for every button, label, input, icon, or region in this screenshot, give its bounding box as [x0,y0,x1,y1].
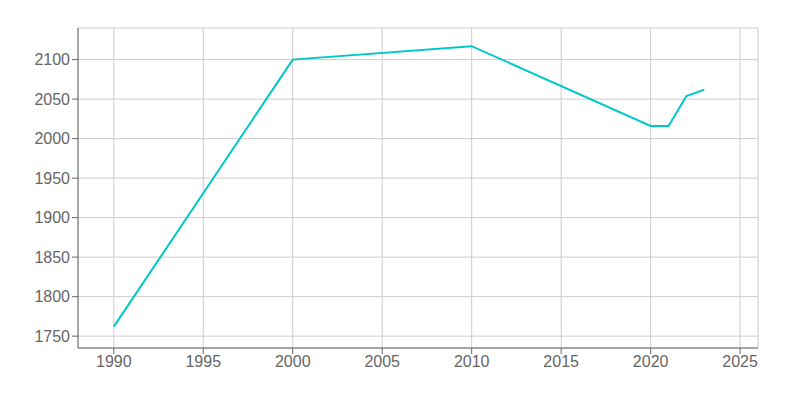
svg-text:1750: 1750 [34,328,70,345]
svg-text:2050: 2050 [34,91,70,108]
svg-text:2000: 2000 [275,353,311,370]
svg-text:1995: 1995 [185,353,221,370]
svg-text:2000: 2000 [34,130,70,147]
svg-text:2015: 2015 [543,353,579,370]
svg-text:1800: 1800 [34,288,70,305]
svg-text:1900: 1900 [34,209,70,226]
svg-text:1950: 1950 [34,170,70,187]
svg-text:2100: 2100 [34,51,70,68]
svg-text:1990: 1990 [96,353,132,370]
svg-text:2010: 2010 [454,353,490,370]
svg-text:2005: 2005 [364,353,400,370]
svg-text:1850: 1850 [34,249,70,266]
svg-text:2025: 2025 [722,353,758,370]
svg-text:2020: 2020 [633,353,669,370]
